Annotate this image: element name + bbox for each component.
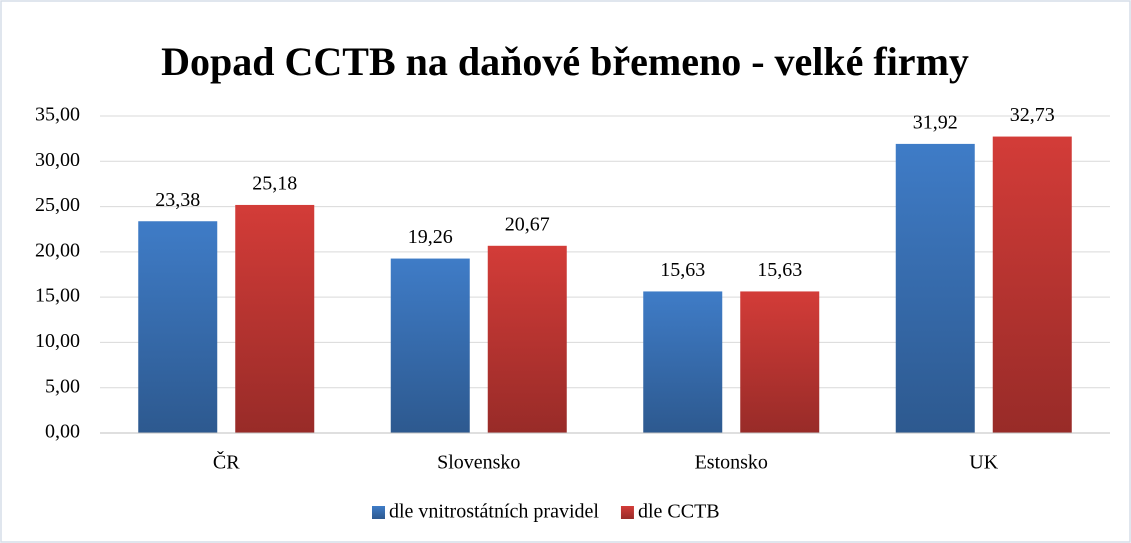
data-label: 20,67 [505, 213, 550, 235]
bar [643, 291, 723, 433]
data-label: 31,92 [913, 111, 958, 133]
bar [390, 258, 470, 433]
bar [992, 136, 1072, 434]
data-label: 19,26 [408, 226, 453, 248]
data-label: 23,38 [155, 189, 200, 211]
chart-title: Dopad CCTB na daňové břemeno - velké fir… [161, 39, 969, 84]
bar [487, 245, 567, 433]
y-tick-label: 0,00 [45, 421, 80, 443]
x-tick-label: Estonsko [695, 452, 768, 474]
bar [740, 291, 820, 433]
data-label: 15,63 [660, 259, 705, 281]
y-tick-label: 10,00 [35, 330, 80, 352]
y-tick-label: 15,00 [35, 285, 80, 307]
legend-label: dle vnitrostátních pravidel [389, 501, 599, 523]
y-tick-label: 35,00 [35, 104, 80, 126]
y-tick-label: 5,00 [45, 375, 80, 397]
bar [895, 143, 975, 433]
bar [235, 204, 315, 433]
data-label: 25,18 [252, 173, 297, 195]
legend-label: dle CCTB [638, 501, 720, 523]
x-tick-label: UK [969, 452, 998, 474]
y-tick-label: 20,00 [35, 239, 80, 261]
x-tick-label: Slovensko [437, 452, 520, 474]
data-label: 32,73 [1010, 104, 1055, 126]
bar [138, 221, 218, 433]
y-tick-label: 25,00 [35, 194, 80, 216]
legend-swatch [372, 506, 385, 519]
data-label: 15,63 [757, 259, 802, 281]
legend-swatch [620, 506, 634, 519]
y-tick-label: 30,00 [35, 149, 80, 171]
x-tick-label: ČR [213, 450, 240, 474]
